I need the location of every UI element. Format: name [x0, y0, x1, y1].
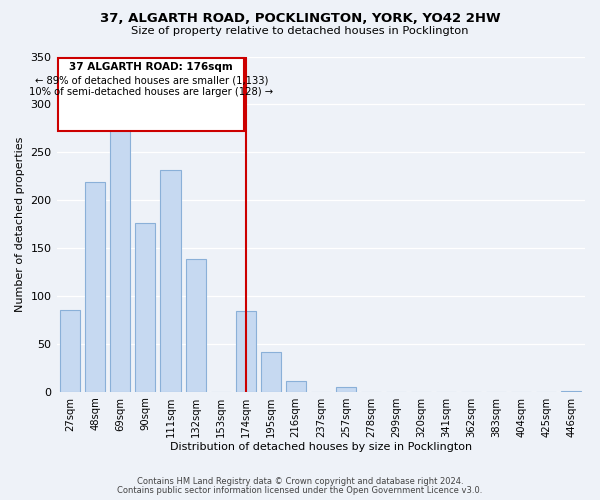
Bar	[185, 258, 206, 392]
Text: Contains HM Land Registry data © Crown copyright and database right 2024.: Contains HM Land Registry data © Crown c…	[137, 477, 463, 486]
FancyBboxPatch shape	[58, 58, 244, 131]
Text: Contains public sector information licensed under the Open Government Licence v3: Contains public sector information licen…	[118, 486, 482, 495]
Text: 37, ALGARTH ROAD, POCKLINGTON, YORK, YO42 2HW: 37, ALGARTH ROAD, POCKLINGTON, YORK, YO4…	[100, 12, 500, 26]
Bar	[286, 381, 306, 392]
Text: 37 ALGARTH ROAD: 176sqm: 37 ALGARTH ROAD: 176sqm	[70, 62, 233, 72]
Bar	[85, 182, 106, 392]
Text: ← 89% of detached houses are smaller (1,133): ← 89% of detached houses are smaller (1,…	[35, 76, 268, 86]
Bar	[260, 352, 281, 392]
Bar	[136, 223, 155, 392]
Text: 10% of semi-detached houses are larger (128) →: 10% of semi-detached houses are larger (…	[29, 87, 274, 97]
X-axis label: Distribution of detached houses by size in Pocklington: Distribution of detached houses by size …	[170, 442, 472, 452]
Bar	[236, 312, 256, 392]
Bar	[60, 310, 80, 392]
Bar	[561, 391, 581, 392]
Bar	[160, 170, 181, 392]
Bar	[336, 387, 356, 392]
Y-axis label: Number of detached properties: Number of detached properties	[15, 136, 25, 312]
Bar	[110, 122, 130, 392]
Text: Size of property relative to detached houses in Pocklington: Size of property relative to detached ho…	[131, 26, 469, 36]
